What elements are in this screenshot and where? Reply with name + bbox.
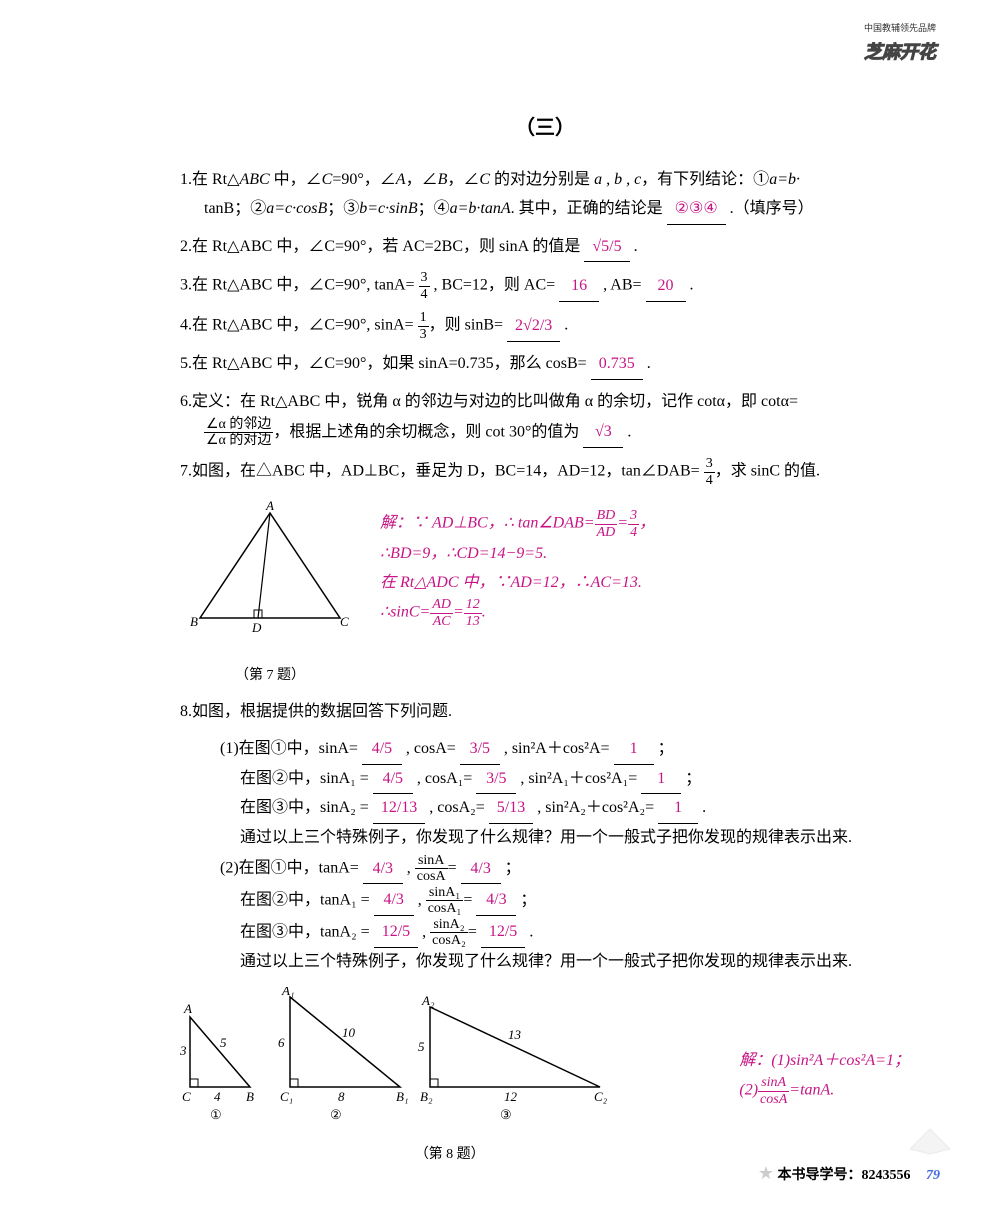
p1-num: 1. xyxy=(180,171,192,188)
logo-brand: 芝麻开花 xyxy=(840,36,960,68)
p7-triangle: A B C D （第 7 题） xyxy=(180,498,360,688)
p2-answer: √5/5 xyxy=(584,233,629,263)
svg-text:B: B xyxy=(190,614,198,629)
p8-caption: （第 8 题） xyxy=(180,1142,719,1167)
p6-answer: √3 xyxy=(583,418,623,448)
svg-text:12: 12 xyxy=(504,1089,518,1104)
page-footer: ★ 本书导学号：8243556 79 xyxy=(758,1157,940,1189)
p8-sub1: (1)在图①中，sinA= 4/5 , cosA= 3/5 , sin²A＋co… xyxy=(180,735,910,765)
svg-text:②: ② xyxy=(330,1107,342,1122)
problem-5: 5.在 Rt△ABC 中，∠C=90°，如果 sinA=0.735，那么 cos… xyxy=(180,350,910,380)
problem-4: 4.在 Rt△ABC 中，∠C=90°, sinA= 13，则 sinB= 2√… xyxy=(180,310,910,342)
problem-6: 6.定义：在 Rt△ABC 中，锐角 α 的邻边与对边的比叫做角 α 的余切，记… xyxy=(180,388,910,449)
svg-text:C: C xyxy=(340,614,349,629)
svg-text:5: 5 xyxy=(418,1039,425,1054)
svg-text:B₂: B₂ xyxy=(420,1089,433,1104)
problem-3: 3.在 Rt△ABC 中，∠C=90°, tanA= 34 , BC=12，则 … xyxy=(180,270,910,302)
problem-1: 1.在 Rt△ABC 中，∠C=90°，∠A，∠B，∠C 的对边分别是 a , … xyxy=(180,166,910,225)
svg-text:6: 6 xyxy=(278,1035,285,1050)
brand-logo: 中国教辅领先品牌 芝麻开花 xyxy=(840,20,960,80)
p4-answer: 2√2/3 xyxy=(507,312,560,342)
svg-text:A₂: A₂ xyxy=(421,993,435,1008)
p8-solution: 解：(1)sin²A＋cos²A=1； (2)sinAcosA=tanA. xyxy=(739,1047,910,1168)
svg-text:C₁: C₁ xyxy=(280,1089,293,1104)
svg-text:13: 13 xyxy=(508,1027,522,1042)
p3-ans2: 20 xyxy=(646,272,686,302)
svg-text:A₁: A₁ xyxy=(281,987,294,998)
p8-figures: A B C 3 4 5 ① A₁ B₁ C₁ 6 8 10 ② A₂ C₂ B₂… xyxy=(180,987,910,1167)
star-icon: ★ xyxy=(758,1163,774,1183)
decorative-icon xyxy=(900,1119,960,1159)
p3-ans1: 16 xyxy=(559,272,599,302)
logo-tagline: 中国教辅领先品牌 xyxy=(840,20,960,36)
svg-text:8: 8 xyxy=(338,1089,345,1104)
guide-label: 本书导学号： xyxy=(778,1168,862,1183)
p7-solution: 解：∵ AD⊥BC，∴ tan∠DAB=BDAD=34， ∴BD=9，∴CD=1… xyxy=(380,498,655,629)
svg-text:4: 4 xyxy=(214,1089,221,1104)
svg-text:C₂: C₂ xyxy=(594,1089,608,1104)
svg-text:5: 5 xyxy=(220,1035,227,1050)
svg-text:C: C xyxy=(182,1089,191,1104)
section-title: （三） xyxy=(180,110,910,146)
svg-text:③: ③ xyxy=(500,1107,512,1122)
problem-7: 7.如图，在△ABC 中，AD⊥BC，垂足为 D，BC=14，AD=12，tan… xyxy=(180,456,910,488)
svg-text:3: 3 xyxy=(180,1043,187,1058)
svg-text:D: D xyxy=(251,620,262,635)
svg-text:①: ① xyxy=(210,1107,222,1122)
p7-figure-row: A B C D （第 7 题） 解：∵ AD⊥BC，∴ tan∠DAB=BDAD… xyxy=(180,498,910,688)
svg-text:B₁: B₁ xyxy=(396,1089,408,1104)
svg-text:10: 10 xyxy=(342,1025,356,1040)
svg-text:A: A xyxy=(183,1001,192,1016)
triangle-7-svg: A B C D xyxy=(180,498,360,648)
problem-2: 2.在 Rt△ABC 中，∠C=90°，若 AC=2BC，则 sinA 的值是 … xyxy=(180,233,910,263)
problem-8: 8.如图，根据提供的数据回答下列问题. xyxy=(180,698,910,727)
triangles-8-svg: A B C 3 4 5 ① A₁ B₁ C₁ 6 8 10 ② A₂ C₂ B₂… xyxy=(180,987,610,1127)
p5-answer: 0.735 xyxy=(591,350,643,380)
p7-caption: （第 7 题） xyxy=(180,663,360,688)
svg-text:B: B xyxy=(246,1089,254,1104)
page-number: 79 xyxy=(926,1168,940,1183)
p8-sub2: (2)在图①中，tanA= 4/3 , sinAcosA= 4/3 ； xyxy=(180,853,910,885)
svg-text:A: A xyxy=(265,498,274,513)
p1-answer: ②③④ xyxy=(667,195,726,225)
guide-num: 8243556 xyxy=(862,1168,911,1183)
